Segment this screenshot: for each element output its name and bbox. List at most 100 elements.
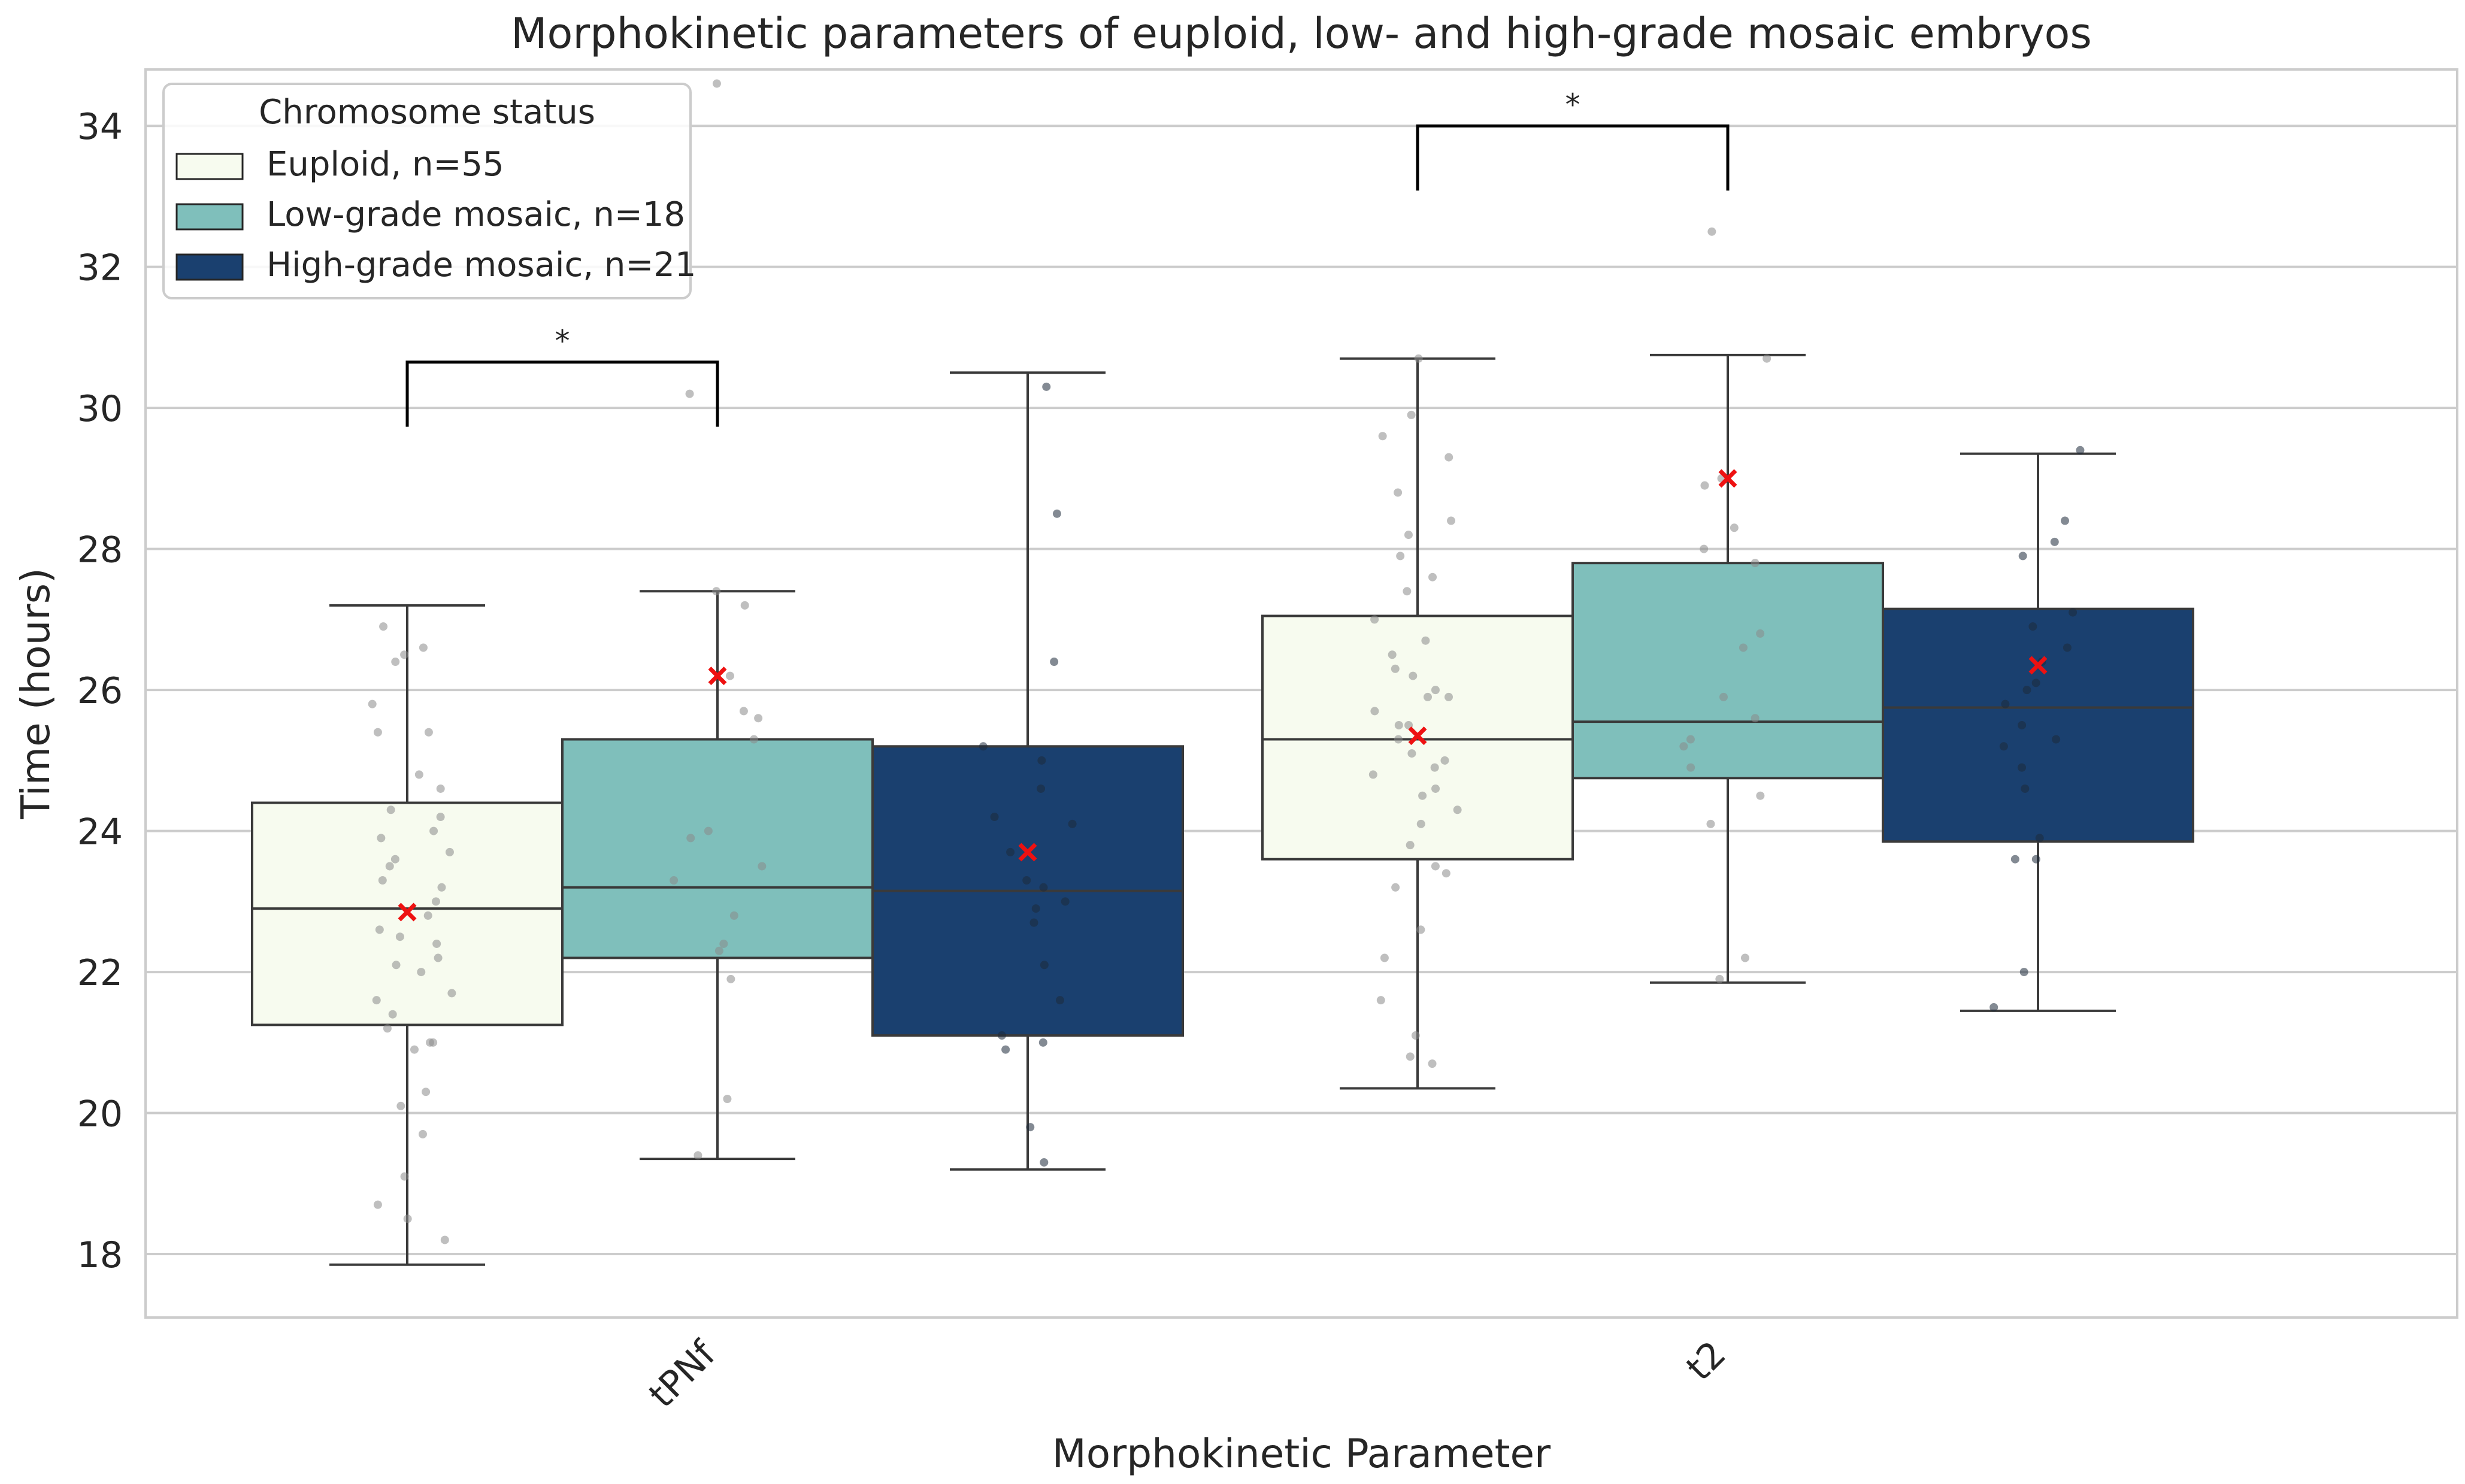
data-point: [990, 813, 999, 822]
data-point: [1038, 1038, 1047, 1047]
data-point: [1416, 925, 1425, 934]
data-point: [395, 932, 404, 941]
y-tick-label: 18: [77, 1234, 123, 1276]
data-point: [704, 826, 713, 835]
data-point: [1719, 692, 1728, 701]
data-point: [754, 714, 763, 723]
means-layer: [398, 469, 2048, 922]
data-point: [1715, 974, 1724, 983]
data-point: [749, 735, 758, 744]
data-point: [396, 1101, 405, 1110]
data-point: [2069, 608, 2078, 617]
data-point: [1001, 1045, 1010, 1054]
data-point: [1029, 918, 1038, 927]
data-point: [712, 587, 721, 596]
data-point: [1421, 636, 1430, 645]
data-point: [1431, 862, 1440, 871]
data-point: [2050, 537, 2059, 546]
mean-marker-stroke: [1018, 843, 1037, 862]
data-point: [1403, 587, 1412, 596]
data-point: [2017, 763, 2026, 772]
data-point: [400, 650, 409, 659]
data-point: [436, 784, 445, 793]
data-point: [440, 1235, 449, 1244]
data-point: [1989, 1003, 1998, 1011]
data-point: [1428, 1059, 1437, 1068]
data-point: [1442, 869, 1450, 878]
data-point: [1404, 531, 1413, 540]
data-point: [429, 826, 438, 835]
legend-label-high-grade: High-grade mosaic, n=21: [267, 246, 697, 284]
data-point: [739, 707, 748, 716]
data-point: [1440, 756, 1449, 765]
y-axis-ticks: 18 20 22 24 26 28 30 32 34: [77, 106, 123, 1276]
data-point: [2035, 834, 2044, 843]
data-point: [2001, 699, 2010, 708]
legend-label-euploid: Euploid, n=55: [267, 145, 504, 184]
data-point: [385, 862, 394, 871]
box-iqr: [1882, 607, 2194, 843]
data-point: [2031, 679, 2040, 688]
data-point: [670, 876, 679, 885]
data-point: [1447, 516, 1456, 525]
data-point: [445, 847, 454, 856]
significance-label: *: [555, 324, 570, 359]
data-point: [1026, 1123, 1035, 1132]
data-point: [1031, 904, 1040, 913]
y-axis-label: Time (hours): [13, 568, 59, 820]
data-point: [1039, 883, 1048, 892]
data-point: [1700, 481, 1709, 490]
data-point: [388, 1010, 397, 1019]
data-point: [1050, 658, 1059, 667]
data-point: [410, 1045, 419, 1054]
data-point: [1406, 841, 1415, 850]
data-point: [417, 968, 426, 977]
data-point: [1068, 819, 1077, 828]
data-point: [1378, 432, 1387, 441]
data-point: [1431, 686, 1440, 695]
data-point: [368, 699, 377, 708]
data-point: [1407, 410, 1416, 419]
data-point: [1730, 523, 1739, 532]
chart-title: Morphokinetic parameters of euploid, low…: [511, 9, 2092, 58]
data-point: [1453, 805, 1462, 814]
y-tick-label: 24: [77, 811, 123, 853]
data-point: [1368, 770, 1377, 779]
data-point: [1444, 692, 1453, 701]
data-point: [1394, 735, 1403, 744]
data-point: [386, 805, 395, 814]
legend-frame: [162, 83, 692, 299]
significance-bracket: [1416, 124, 1730, 191]
y-tick-label: 20: [77, 1094, 123, 1135]
data-point: [723, 1095, 732, 1104]
data-point: [2010, 855, 2019, 864]
data-point: [1706, 819, 1715, 828]
data-point: [434, 953, 443, 962]
mean-marker: [1018, 843, 1037, 862]
mean-marker: [1408, 726, 1427, 746]
data-point: [403, 1215, 412, 1223]
data-point: [1396, 552, 1405, 561]
data-point: [1431, 784, 1440, 793]
data-point: [2061, 516, 2070, 525]
data-point: [400, 1172, 409, 1181]
data-point: [1380, 953, 1389, 962]
box-2-1: [1882, 452, 2194, 1012]
data-point: [418, 1129, 427, 1138]
data-point: [2063, 643, 2072, 652]
x-axis-label: Morphokinetic Parameter: [1052, 1431, 1551, 1477]
data-point: [424, 728, 433, 737]
y-tick-label: 30: [77, 388, 123, 430]
data-point: [373, 728, 382, 737]
mean-marker-stroke: [1718, 469, 1737, 488]
y-tick-label: 28: [77, 529, 123, 571]
box-iqr: [561, 738, 874, 959]
data-point: [2028, 622, 2037, 631]
data-point: [378, 876, 387, 885]
y-tick-label: 26: [77, 670, 123, 712]
data-point: [725, 671, 734, 680]
data-point: [1406, 1052, 1415, 1061]
data-point: [997, 1031, 1006, 1040]
points-layer: [368, 79, 2085, 1244]
